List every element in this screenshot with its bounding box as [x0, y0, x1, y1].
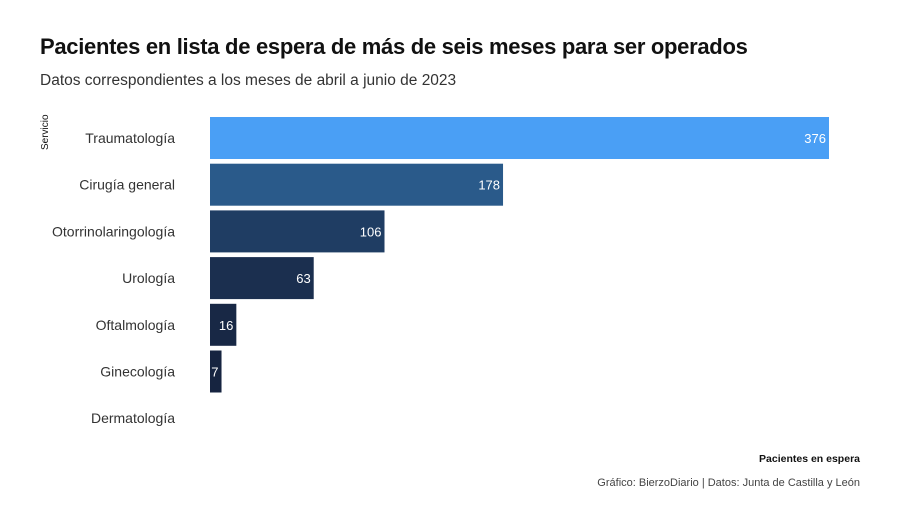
chart-caption: Gráfico: BierzoDiario | Datos: Junta de …: [597, 477, 860, 489]
bars-group: Traumatología 376 Cirugía general 178 Otorri…: [52, 117, 829, 426]
bar: [210, 210, 385, 253]
chart-subtitle: Datos correspondientes a los meses de ab…: [40, 72, 457, 89]
bar: [210, 350, 222, 393]
category-label: Dermatología: [91, 410, 175, 426]
bar: [210, 163, 504, 206]
x-axis-label: Pacientes en espera: [759, 453, 860, 465]
bar: [210, 303, 237, 346]
category-label: Ginecología: [100, 364, 175, 380]
bar: [210, 117, 829, 159]
category-label: Urología: [122, 270, 175, 286]
bar: [210, 257, 314, 300]
data-label: 376: [804, 131, 826, 146]
data-label: 178: [478, 178, 500, 193]
data-label: 63: [296, 271, 310, 286]
chart-title: Pacientes en lista de espera de más de s…: [40, 34, 748, 59]
category-label: Otorrinolaringología: [52, 223, 175, 239]
category-label: Cirugía general: [79, 177, 175, 193]
category-label: Traumatología: [85, 130, 175, 146]
data-label: 7: [211, 365, 218, 380]
data-label: 106: [360, 224, 382, 239]
category-label: Oftalmología: [96, 317, 176, 333]
y-axis-label: Servicio: [40, 114, 51, 150]
data-label: 16: [219, 318, 233, 333]
